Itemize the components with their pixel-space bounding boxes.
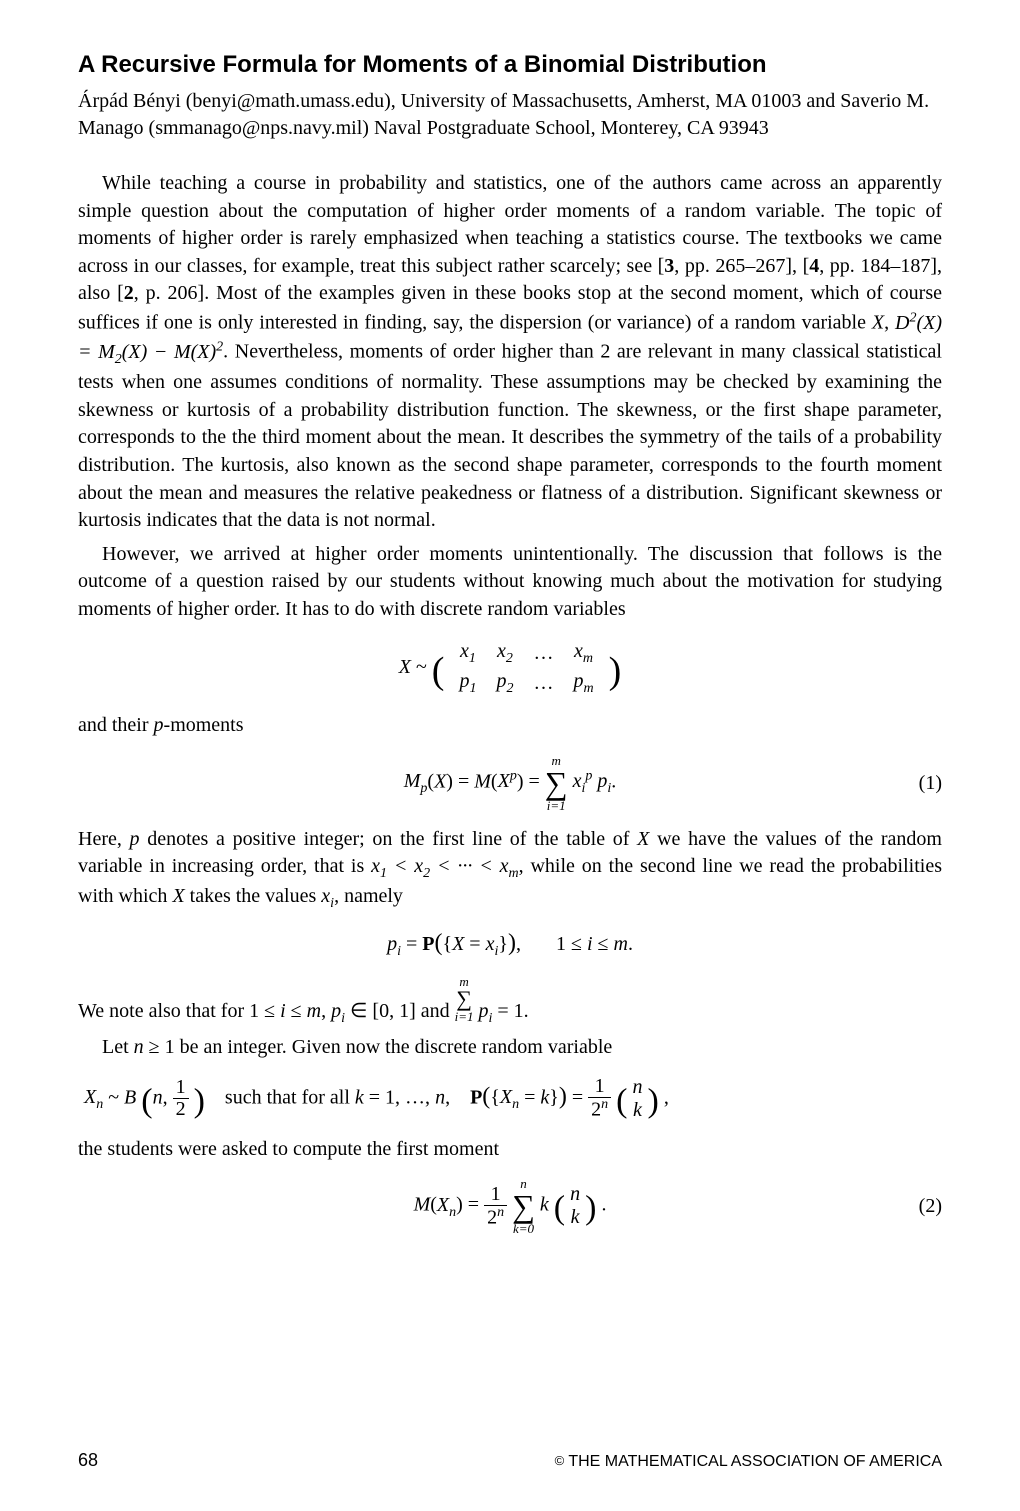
ref-4: 4 — [809, 255, 819, 277]
matrix-cell: pm — [563, 668, 603, 698]
text: , p. 206]. Most of the examples given in… — [78, 282, 942, 333]
let-n-line: Let n ≥ 1 be an integer. Given now the d… — [78, 1034, 942, 1062]
equation-2: M(Xn) = 12n n ∑ k=0 k ( nk ) . (2) — [78, 1177, 942, 1235]
var-p: p — [154, 714, 164, 736]
text: denotes a positive integer; on the first… — [140, 828, 638, 850]
text: Here, — [78, 828, 130, 850]
var-m: m — [307, 1000, 321, 1022]
copyright-text: THE MATHEMATICAL ASSOCIATION OF AMERICA — [568, 1453, 942, 1470]
sigma-icon: ∑ — [455, 988, 474, 1010]
text: ∈ [0, 1] and — [345, 1000, 455, 1022]
equation-distribution-matrix: X ~ ( x1 x2 … xm p1 p2 … pm ) — [78, 638, 942, 698]
matrix-cell: x2 — [486, 638, 523, 668]
equation-number: (2) — [919, 1193, 942, 1219]
text: . — [596, 1194, 606, 1216]
sum-lower: i=1 — [545, 799, 568, 812]
matrix-cell: … — [523, 668, 563, 698]
frac-num: 1 — [588, 1076, 611, 1098]
text: and their — [78, 714, 154, 736]
matrix-cell: … — [523, 638, 563, 668]
equation-xn: Xn ~ B (n, 12 ) such that for all k = 1,… — [78, 1076, 942, 1122]
var-X: X — [872, 312, 884, 334]
text: , — [884, 312, 895, 334]
matrix-cell: p1 — [449, 668, 486, 698]
frac-den: 2 — [173, 1099, 189, 1120]
paragraph-2: However, we arrived at higher order mome… — [78, 541, 942, 624]
page-footer: 68 © THE MATHEMATICAL ASSOCIATION OF AME… — [78, 1450, 942, 1471]
text: such that for all — [225, 1086, 355, 1108]
copyright-line: © THE MATHEMATICAL ASSOCIATION OF AMERIC… — [555, 1453, 942, 1471]
matrix-cell: xm — [563, 638, 603, 668]
equation-number: (1) — [919, 770, 942, 796]
binom-bottom: k — [570, 1206, 580, 1229]
sigma-icon: ∑ — [512, 1190, 535, 1222]
paragraph-3: Here, p denotes a positive integer; on t… — [78, 826, 942, 914]
copyright-icon: © — [555, 1453, 565, 1468]
ref-2: 2 — [124, 282, 134, 304]
and-their-line: and their p-moments — [78, 712, 942, 740]
binom-top: n — [570, 1183, 580, 1206]
frac-den: 2n — [588, 1098, 611, 1121]
inline-chain: x1 < x2 < ··· < xm — [371, 855, 519, 877]
var-p: p — [130, 828, 140, 850]
matrix-cell: x1 — [449, 638, 486, 668]
page-number: 68 — [78, 1450, 98, 1471]
sigma-icon: ∑ — [545, 767, 568, 799]
var-X: X — [637, 828, 649, 850]
text: . Nevertheless, moments of order higher … — [78, 341, 942, 531]
text: ≥ 1 be an integer. Given now the discret… — [144, 1036, 613, 1058]
text: pi — [474, 1000, 493, 1022]
equation-1: Mp(X) = M(Xp) = m ∑ i=1 xip pi. (1) — [78, 754, 942, 812]
binom-bottom: k — [633, 1099, 643, 1122]
sum-lower: k=0 — [512, 1222, 535, 1235]
equation-pi: pi = P({X = xi}), 1 ≤ i ≤ m. — [78, 928, 942, 961]
text: , namely — [334, 885, 403, 907]
article-title: A Recursive Formula for Moments of a Bin… — [78, 50, 942, 80]
text: ≤ — [286, 1000, 307, 1022]
author-block: Árpád Bényi (benyi@math.umass.edu), Univ… — [78, 88, 942, 142]
text: takes the values — [185, 885, 322, 907]
text: , — [321, 1000, 331, 1022]
text: , — [659, 1086, 669, 1108]
ref-3: 3 — [664, 255, 674, 277]
binom-top: n — [633, 1076, 643, 1099]
note-line: We note also that for 1 ≤ i ≤ m, pi ∈ [0… — [78, 975, 942, 1028]
frac-num: 1 — [173, 1077, 189, 1099]
text: , pp. 265–267], [ — [674, 255, 809, 277]
sum-lower: i=1 — [455, 1010, 474, 1023]
var-pi: pi — [331, 1000, 345, 1022]
text: -moments — [164, 714, 244, 736]
var-xi: xi — [321, 885, 334, 907]
page: A Recursive Formula for Moments of a Bin… — [0, 0, 1020, 1511]
var-k: k — [355, 1086, 364, 1108]
var-n: n — [134, 1036, 144, 1058]
text: = 1, …, n, — [364, 1086, 450, 1108]
text: We note also that for 1 ≤ — [78, 1000, 280, 1022]
var-X: X — [172, 885, 184, 907]
paragraph-1: While teaching a course in probability a… — [78, 170, 942, 535]
matrix-cell: p2 — [486, 668, 523, 698]
frac-num: 1 — [484, 1184, 507, 1206]
var-k: k — [540, 1194, 549, 1216]
frac-den: 2n — [484, 1206, 507, 1229]
students-line: the students were asked to compute the f… — [78, 1136, 942, 1164]
text: Let — [102, 1036, 134, 1058]
